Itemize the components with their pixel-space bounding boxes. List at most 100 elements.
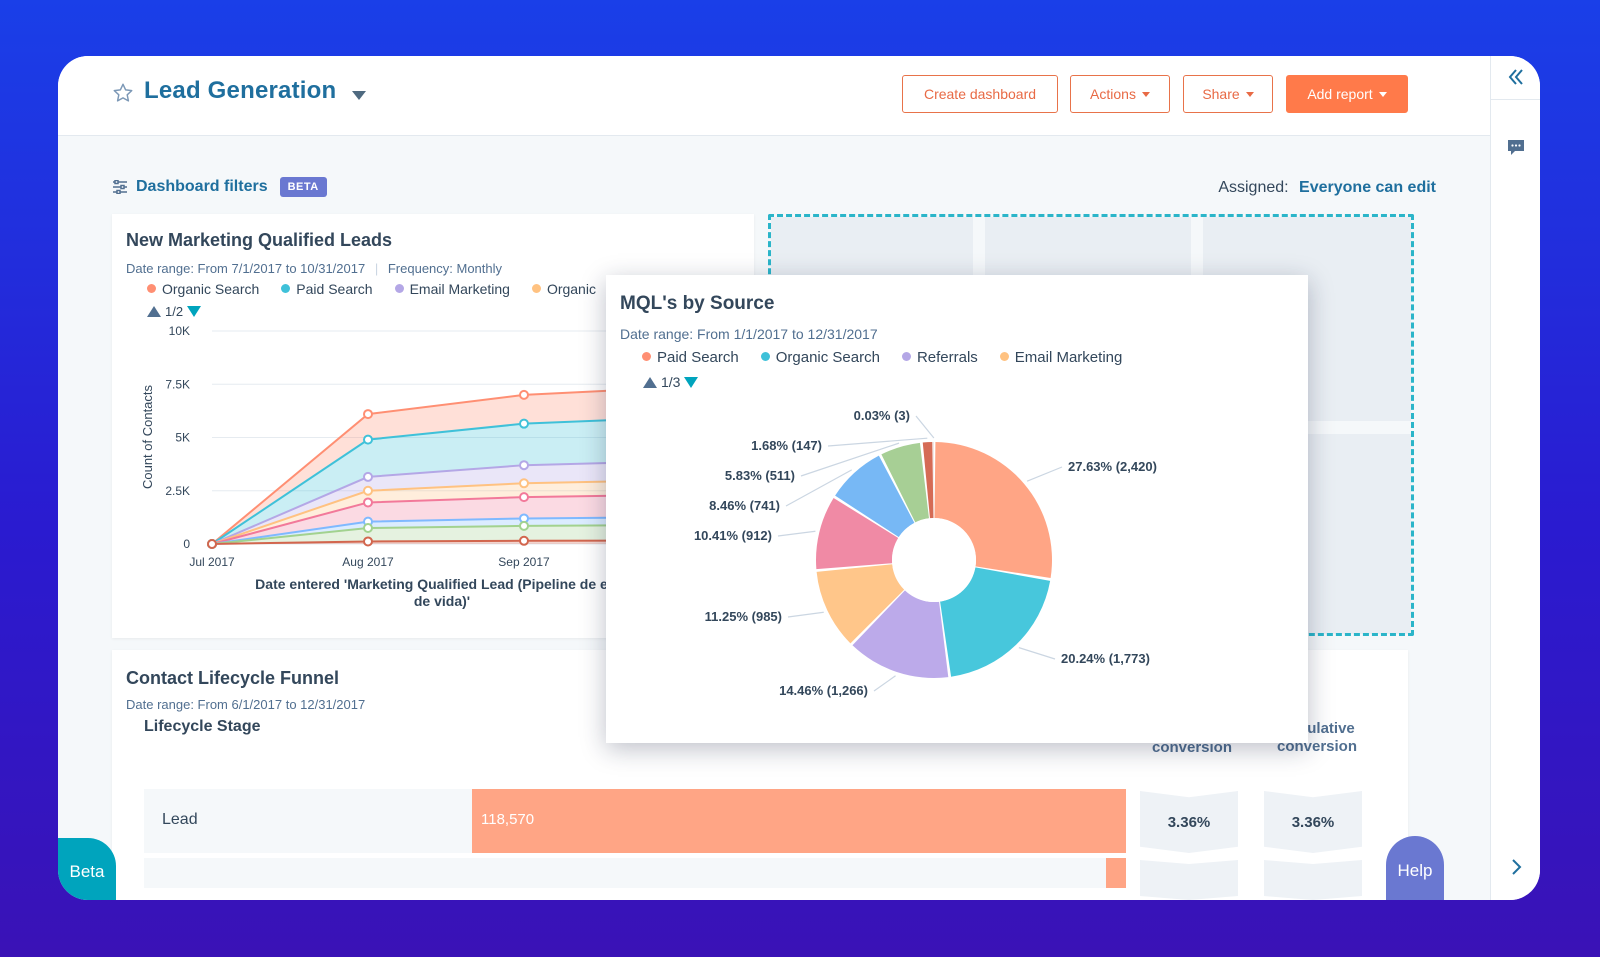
legend-item[interactable]: Paid Search — [642, 349, 739, 366]
slice-leader-line — [787, 611, 824, 618]
slice-leader-line — [827, 437, 928, 447]
x-axis-label-line: de vida)' — [414, 593, 470, 609]
double-chevron-left-icon[interactable] — [1506, 67, 1526, 87]
funnel-row-label-cell: Lead — [144, 789, 472, 853]
legend-dot — [394, 284, 404, 293]
cumulative-chevron — [1264, 860, 1362, 900]
y-tick-label: 10K — [169, 324, 190, 338]
mql-area-chart[interactable]: 0 2.5K 5K 7.5K 10K Count of Contacts Jul 2017 A… — [112, 319, 754, 619]
slice-data-label: 1.68% (147) — [751, 438, 822, 453]
share-button[interactable]: Share — [1183, 75, 1273, 113]
funnel-bar-next[interactable] — [1106, 858, 1126, 888]
pie-date-range: Date range: From 1/1/2017 to 12/31/2017 — [620, 326, 878, 342]
series-line — [211, 524, 645, 545]
data-point — [519, 520, 529, 531]
pie-card-title: MQL's by Source — [620, 293, 775, 314]
pager-up-icon[interactable] — [147, 306, 161, 317]
data-point — [363, 523, 373, 534]
pie-legend-pager: 1/3 — [643, 374, 699, 390]
assigned-label: Assigned: — [1218, 179, 1289, 196]
area-fill — [212, 418, 644, 544]
slice-data-label: 11.25% (985) — [705, 609, 782, 624]
data-point — [363, 434, 373, 445]
slice-leader-line — [1026, 466, 1063, 482]
series-line — [211, 461, 645, 545]
slice-data-label: 20.24% (1,773) — [1061, 651, 1150, 666]
y-axis-label: Count of Contacts — [140, 384, 155, 489]
pie-slice — [852, 590, 949, 678]
legend-item[interactable]: Paid Search — [281, 281, 373, 297]
slice-leader-line — [1018, 647, 1056, 660]
funnel-date-range: Date range: From 6/1/2017 to 12/31/2017 — [126, 697, 366, 712]
legend-dot — [531, 284, 541, 293]
legend-label: Organic Search — [162, 281, 260, 297]
legend-dot — [147, 284, 156, 293]
data-point — [363, 485, 373, 496]
create-dashboard-button[interactable]: Create dashboard — [902, 75, 1058, 113]
area-fill — [212, 517, 644, 544]
conversion-column-header: conversion — [1151, 739, 1233, 756]
mql-date-range: Date range: From 7/1/2017 to 10/31/2017 — [126, 261, 366, 276]
slice-leader-line — [777, 530, 816, 537]
assigned-value-link[interactable]: Everyone can edit — [1299, 179, 1436, 196]
lifecycle-stage-header: Lifecycle Stage — [144, 718, 261, 735]
series-line — [211, 494, 645, 545]
funnel-stage-label: Lead — [162, 811, 198, 828]
legend-dot — [281, 284, 291, 293]
actions-button[interactable]: Actions — [1070, 75, 1170, 113]
pager-down-icon[interactable] — [187, 306, 202, 317]
mql-by-source-card-dragging[interactable]: MQL's by Source Date range: From 1/1/201… — [606, 275, 1308, 743]
area-fill — [212, 388, 644, 544]
star-icon[interactable] — [112, 82, 134, 104]
legend-item[interactable]: Email Marketing — [999, 349, 1122, 366]
legend-dot — [901, 352, 911, 361]
pager-count: 1/2 — [165, 304, 184, 319]
series-line — [211, 516, 645, 545]
y-tick-label: 0 — [183, 537, 190, 551]
right-sidebar — [1490, 56, 1540, 900]
help-button[interactable]: Help — [1386, 836, 1444, 900]
legend-item[interactable]: Organic Search — [760, 349, 880, 366]
legend-item[interactable]: Organic — [531, 281, 596, 297]
mql-legend-pager: 1/2 — [147, 304, 202, 319]
funnel-bar-lead[interactable]: 118,570 — [472, 789, 1126, 853]
placeholder-tile — [771, 217, 973, 277]
caret-down-icon — [1245, 91, 1254, 97]
beta-feedback-button[interactable]: Beta — [58, 838, 116, 900]
caret-down-icon — [1378, 91, 1387, 97]
dashboard-filters[interactable]: Dashboard filters BETA — [112, 177, 327, 197]
legend-label: Paid Search — [296, 281, 373, 297]
funnel-card-title: Contact Lifecycle Funnel — [126, 668, 340, 688]
add-report-button[interactable]: Add report — [1286, 75, 1408, 113]
chevron-right-icon[interactable] — [1510, 858, 1524, 876]
dashboard-filters-label[interactable]: Dashboard filters — [136, 178, 268, 195]
chat-icon[interactable] — [1507, 138, 1525, 156]
y-tick-label: 7.5K — [165, 377, 190, 391]
mql-frequency: Frequency: Monthly — [387, 261, 503, 276]
legend-item[interactable]: Organic Search — [147, 281, 259, 297]
mql-legend: Organic Search Paid Search Email Marketi… — [147, 281, 596, 297]
dashboard-title[interactable]: Lead Generation — [144, 77, 337, 104]
legend-label: Paid Search — [657, 349, 739, 366]
conversion-chevron — [1140, 860, 1238, 900]
mql-by-source-pie-chart[interactable]: 27.63% (2,420) 20.24% (1,773) 14.46% (1,26… — [606, 395, 1308, 735]
data-point — [519, 389, 529, 400]
dashboard-header: Lead Generation Create dashboard Actions… — [58, 56, 1490, 136]
conversion-value: 3.36% — [1167, 813, 1211, 831]
data-point — [519, 478, 529, 489]
legend-label: Referrals — [916, 349, 978, 366]
y-tick-label: 5K — [175, 431, 190, 445]
pie-slice — [835, 455, 915, 538]
legend-item[interactable]: Referrals — [901, 349, 978, 366]
pie-slice — [816, 564, 905, 644]
slice-data-label: 0.03% (3) — [854, 408, 910, 423]
data-point — [363, 471, 373, 482]
pager-down-icon[interactable] — [684, 376, 699, 388]
dashboard-switch-chevron-icon[interactable] — [352, 91, 366, 100]
pie-slice — [934, 442, 1052, 579]
legend-item[interactable]: Email Marketing — [394, 281, 510, 297]
x-tick-label: Jul 2017 — [189, 555, 235, 569]
pager-up-icon[interactable] — [643, 376, 657, 388]
data-point — [519, 492, 529, 503]
series-line — [211, 539, 645, 545]
